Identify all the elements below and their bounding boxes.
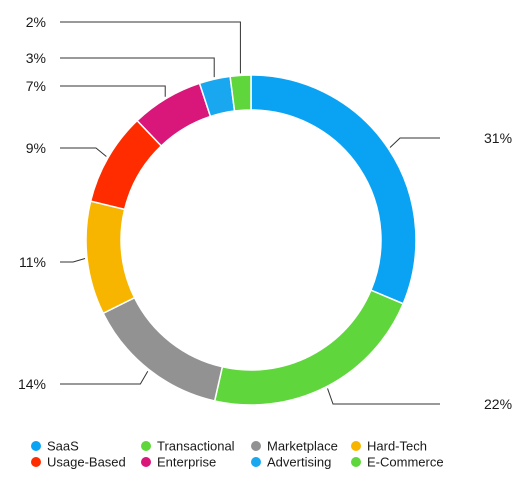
legend-swatch-advertising	[251, 457, 261, 467]
legend-swatch-enterprise	[141, 457, 151, 467]
leader-line-advertising	[60, 57, 215, 78]
legend-swatch-hard-tech	[351, 441, 361, 451]
legend-swatch-saas	[31, 441, 41, 451]
slice-marketplace	[102, 296, 224, 402]
legend-swatch-usage-based	[31, 457, 41, 467]
leader-line-usage-based	[60, 147, 107, 157]
legend-label-advertising: Advertising	[267, 455, 331, 470]
leader-lines	[60, 21, 440, 405]
legend-swatch-marketplace	[251, 441, 261, 451]
slice-transactional	[213, 289, 405, 406]
value-label-e-commerce: 2%	[26, 14, 46, 30]
value-label-usage-based: 9%	[26, 140, 46, 156]
leader-line-transactional	[327, 388, 440, 405]
leader-line-e-commerce	[60, 21, 241, 74]
value-label-advertising: 3%	[26, 50, 46, 66]
legend-swatch-e-commerce	[351, 457, 361, 467]
value-label-marketplace: 14%	[18, 376, 46, 392]
value-label-saas: 31%	[484, 130, 512, 146]
leader-line-enterprise	[60, 85, 166, 97]
legend-label-transactional: Transactional	[157, 439, 235, 454]
leader-line-saas	[389, 137, 440, 148]
value-label-enterprise: 7%	[26, 78, 46, 94]
value-label-transactional: 22%	[484, 396, 512, 412]
legend-label-usage-based: Usage-Based	[47, 455, 126, 470]
legend-label-marketplace: Marketplace	[267, 439, 338, 454]
donut-slices	[85, 74, 417, 406]
value-labels: 31% 22% 14% 11% 9% 7% 3% 2%	[18, 14, 512, 412]
legend-swatch-transactional	[141, 441, 151, 451]
slice-saas	[250, 74, 417, 305]
slice-hard-tech	[85, 200, 136, 315]
slice-e-commerce	[229, 74, 252, 112]
legend-label-e-commerce: E-Commerce	[367, 455, 444, 470]
legend: SaaS Transactional Marketplace Hard-Tech Usa…	[31, 439, 444, 470]
legend-label-hard-tech: Hard-Tech	[367, 439, 427, 454]
leader-line-hard-tech	[60, 258, 86, 263]
legend-label-enterprise: Enterprise	[157, 455, 216, 470]
legend-label-saas: SaaS	[47, 439, 79, 454]
value-label-hard-tech: 11%	[19, 254, 46, 270]
leader-line-marketplace	[60, 371, 149, 385]
